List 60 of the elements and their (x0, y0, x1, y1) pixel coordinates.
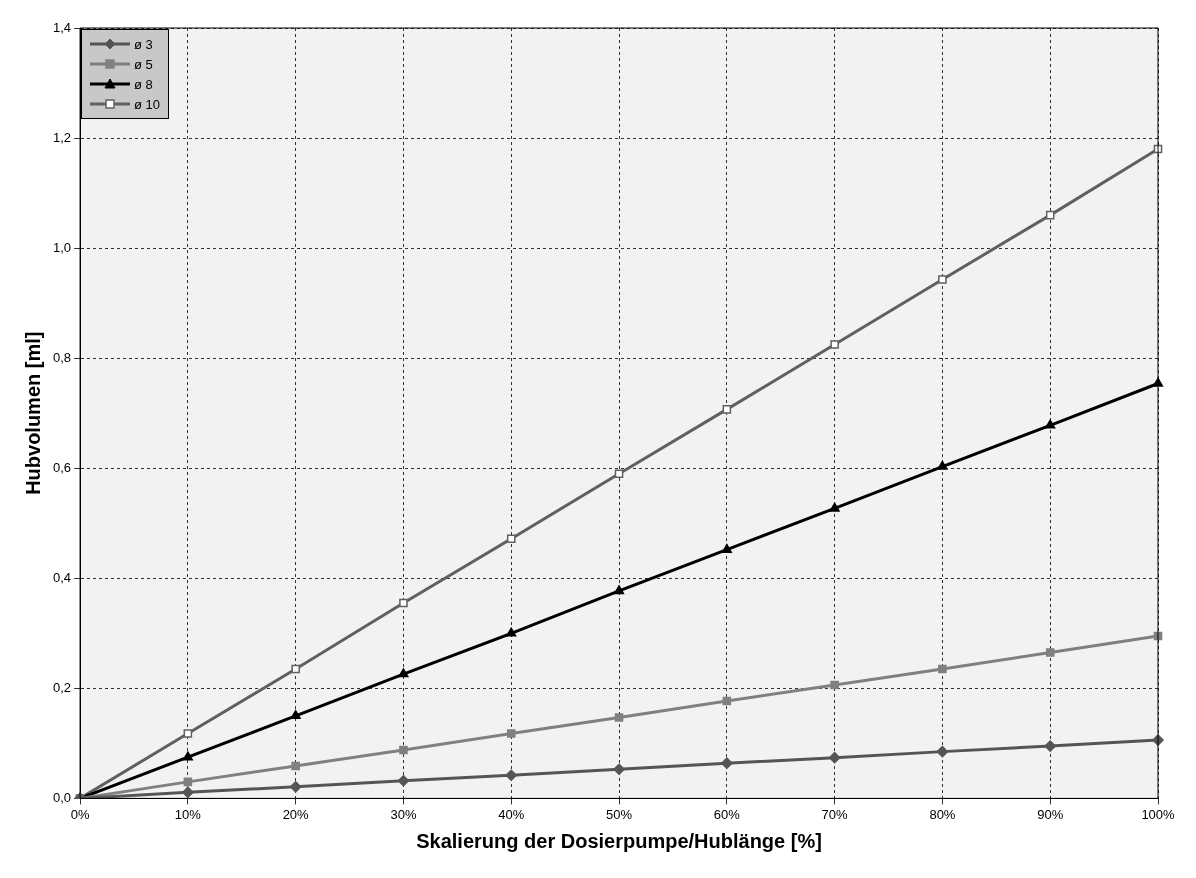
point (399, 598, 408, 608)
y-tick-label: 0,8 (52, 349, 72, 365)
y-tick-label: 1,0 (52, 239, 72, 255)
x-tick-label: 90% (1037, 806, 1064, 822)
point (828, 751, 841, 764)
x-tick-label: 10% (174, 806, 202, 822)
point (722, 405, 732, 414)
point (721, 543, 732, 553)
point (1045, 210, 1055, 220)
x-tick-label: 0% (70, 806, 90, 822)
x-axis-title: Skalierung der Dosierpumpe/Hublänge [%] (416, 829, 822, 852)
x-tick-label: 70% (821, 806, 849, 822)
point (937, 460, 948, 470)
x-tick-label: 40% (498, 806, 525, 822)
legend-label: ø 3 (134, 36, 153, 52)
point (183, 729, 193, 738)
point (506, 729, 516, 738)
point (291, 664, 300, 674)
point (721, 757, 733, 769)
point (289, 781, 302, 793)
y-tick-label: 0,4 (52, 569, 72, 585)
point (1044, 740, 1056, 752)
point (183, 777, 193, 787)
point (614, 469, 624, 479)
y-axis-title: Hubvolumen [ml] (21, 331, 44, 495)
point (830, 340, 839, 349)
point (722, 696, 732, 706)
point (936, 745, 949, 758)
point (506, 534, 516, 543)
point (506, 627, 517, 637)
point (614, 713, 624, 722)
point (182, 786, 194, 799)
y-tick-label: 0,2 (52, 679, 72, 695)
point (399, 745, 408, 755)
point (1045, 648, 1055, 657)
legend-label: ø 5 (134, 56, 153, 72)
x-tick-label: 80% (929, 806, 956, 822)
legend-label: ø 8 (134, 76, 153, 92)
y-tick-label: 1,2 (52, 129, 72, 145)
point (398, 668, 409, 678)
point (505, 769, 517, 782)
point (938, 664, 947, 674)
point (1045, 419, 1056, 429)
point (182, 751, 193, 761)
point (830, 680, 839, 690)
point (290, 710, 301, 720)
y-tick-label: 1,4 (52, 19, 72, 35)
y-tick-label: 0,6 (52, 459, 72, 475)
point (829, 502, 840, 512)
point (613, 585, 625, 595)
x-tick-label: 50% (606, 806, 633, 822)
point (613, 763, 625, 775)
legend-label: ø 10 (134, 96, 161, 112)
point (938, 275, 947, 284)
x-tick-label: 20% (282, 806, 310, 822)
point (291, 761, 300, 771)
x-tick-label: 100% (1141, 806, 1176, 822)
x-tick-label: 30% (390, 806, 417, 822)
x-tick-label: 60% (713, 806, 741, 822)
y-tick-label: 0,0 (52, 789, 72, 805)
